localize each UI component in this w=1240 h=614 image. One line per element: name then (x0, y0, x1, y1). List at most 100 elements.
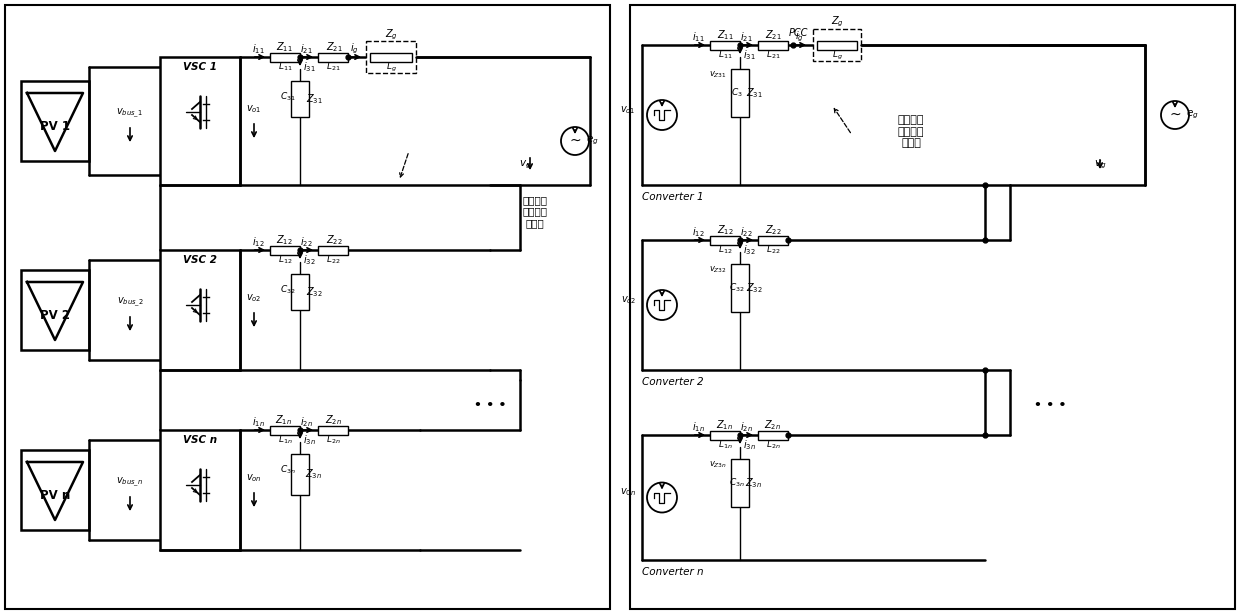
Text: $Z_{1n}$: $Z_{1n}$ (717, 418, 734, 432)
Text: $v_{0n}$: $v_{0n}$ (620, 487, 636, 499)
Bar (160, 250, 241, 370)
Text: $v_{o2}$: $v_{o2}$ (247, 292, 262, 304)
Text: Converter 1: Converter 1 (642, 192, 703, 202)
Bar (21, 81, 89, 161)
Text: $v_{o2}$: $v_{o2}$ (620, 294, 636, 306)
Text: $i_{3n}$: $i_{3n}$ (303, 433, 315, 447)
Bar (711, 430, 740, 440)
Text: • • •: • • • (1034, 398, 1066, 411)
Text: $C_{32}$: $C_{32}$ (729, 282, 745, 294)
Text: $Z_{32}$: $Z_{32}$ (745, 281, 763, 295)
Text: PV 1: PV 1 (40, 120, 69, 133)
Text: $Z_{31}$: $Z_{31}$ (745, 86, 763, 100)
Text: $C_{32}$: $C_{32}$ (280, 284, 296, 296)
Text: $Z_{1n}$: $Z_{1n}$ (275, 413, 293, 427)
Text: 升压变压
器、并网
阻抗等: 升压变压 器、并网 阻抗等 (522, 195, 548, 228)
Text: $v_{Z3n}$: $v_{Z3n}$ (709, 460, 727, 470)
Text: $i_{1n}$: $i_{1n}$ (252, 415, 264, 429)
Text: $Z_{12}$: $Z_{12}$ (275, 233, 293, 247)
Text: VSC n: VSC n (184, 435, 217, 445)
Bar (160, 57, 241, 185)
Text: PV 2: PV 2 (40, 308, 69, 322)
Text: $i_{31}$: $i_{31}$ (743, 48, 755, 62)
Bar (270, 246, 300, 254)
Bar (758, 430, 787, 440)
Text: $i_{31}$: $i_{31}$ (303, 60, 315, 74)
Bar (711, 41, 740, 50)
Bar (291, 454, 309, 495)
Text: $L_{12}$: $L_{12}$ (718, 244, 732, 256)
Bar (758, 41, 787, 50)
Text: • • •: • • • (474, 398, 506, 411)
Bar (732, 69, 749, 117)
Text: $i_{32}$: $i_{32}$ (303, 253, 315, 267)
Text: $i_{1n}$: $i_{1n}$ (692, 420, 704, 434)
Text: $L_{1n}$: $L_{1n}$ (278, 433, 293, 446)
Text: $v_{bus\_2}$: $v_{bus\_2}$ (117, 295, 144, 309)
Text: $i_{3n}$: $i_{3n}$ (743, 438, 755, 452)
Bar (317, 426, 348, 435)
Text: $v_{bus\_n}$: $v_{bus\_n}$ (117, 475, 144, 489)
Text: $v_{o1}$: $v_{o1}$ (620, 104, 636, 116)
Text: $v_{Z31}$: $v_{Z31}$ (709, 70, 727, 80)
Text: $Z_{11}$: $Z_{11}$ (717, 28, 733, 42)
Text: $i_{11}$: $i_{11}$ (692, 30, 704, 44)
Text: $C_{3n}$: $C_{3n}$ (729, 476, 745, 489)
Text: $Z_g$: $Z_g$ (831, 15, 843, 29)
Text: $e_g$: $e_g$ (585, 135, 599, 147)
Bar (758, 236, 787, 244)
Text: $Z_{3n}$: $Z_{3n}$ (745, 476, 763, 490)
Text: $v_{Z32}$: $v_{Z32}$ (709, 265, 727, 275)
Text: $i_{22}$: $i_{22}$ (740, 225, 753, 239)
Text: $C_{3n}$: $C_{3n}$ (280, 464, 296, 476)
Text: VSC 2: VSC 2 (184, 255, 217, 265)
Text: $i_{2n}$: $i_{2n}$ (300, 415, 312, 429)
Bar (291, 274, 309, 310)
Bar (817, 41, 857, 50)
Text: ~: ~ (1169, 108, 1180, 122)
Text: $L_{12}$: $L_{12}$ (278, 254, 293, 266)
Text: $Z_{31}$: $Z_{31}$ (305, 92, 322, 106)
Text: $i_{2n}$: $i_{2n}$ (739, 420, 753, 434)
Bar (270, 53, 300, 61)
Text: $i_{21}$: $i_{21}$ (740, 30, 753, 44)
Text: $Z_{3n}$: $Z_{3n}$ (305, 468, 322, 481)
Text: $i_{32}$: $i_{32}$ (743, 243, 755, 257)
Text: $L_{21}$: $L_{21}$ (766, 49, 780, 61)
Text: $L_{2n}$: $L_{2n}$ (765, 439, 780, 451)
Bar (711, 236, 740, 244)
Text: $Z_g$: $Z_g$ (384, 28, 398, 42)
Text: $L_{22}$: $L_{22}$ (766, 244, 780, 256)
Text: VSC 1: VSC 1 (184, 62, 217, 72)
Text: $L_{22}$: $L_{22}$ (326, 254, 340, 266)
Text: $i_{21}$: $i_{21}$ (300, 42, 312, 56)
Text: ~: ~ (569, 134, 580, 148)
Text: $v_g$: $v_g$ (518, 159, 531, 171)
Text: $Z_{22}$: $Z_{22}$ (326, 233, 342, 247)
Text: $L_{1n}$: $L_{1n}$ (718, 439, 733, 451)
Text: $v_{bus\_1}$: $v_{bus\_1}$ (117, 106, 144, 120)
Text: $L_{11}$: $L_{11}$ (718, 49, 733, 61)
Text: $Z_{12}$: $Z_{12}$ (717, 223, 733, 237)
Text: $i_{12}$: $i_{12}$ (692, 225, 704, 239)
Bar (5, 5, 610, 609)
Text: $L_{2n}$: $L_{2n}$ (326, 433, 340, 446)
Text: $i_{11}$: $i_{11}$ (252, 42, 264, 56)
Bar (317, 246, 348, 254)
Text: $v_{o1}$: $v_{o1}$ (247, 103, 262, 115)
Text: $Z_{22}$: $Z_{22}$ (765, 223, 781, 237)
Text: $Z_{11}$: $Z_{11}$ (275, 40, 293, 54)
Text: $L_g$: $L_g$ (832, 49, 842, 61)
Bar (160, 430, 241, 550)
Bar (732, 459, 749, 507)
Text: $v_{on}$: $v_{on}$ (246, 472, 262, 484)
Text: PCC: PCC (789, 28, 807, 38)
Text: $Z_{32}$: $Z_{32}$ (305, 285, 322, 299)
Bar (270, 426, 300, 435)
Bar (813, 29, 861, 61)
Bar (21, 450, 89, 530)
Text: $e_g$: $e_g$ (1185, 109, 1198, 121)
Text: $L_g$: $L_g$ (386, 60, 397, 74)
Bar (366, 41, 415, 73)
Text: $L_{21}$: $L_{21}$ (326, 61, 340, 73)
